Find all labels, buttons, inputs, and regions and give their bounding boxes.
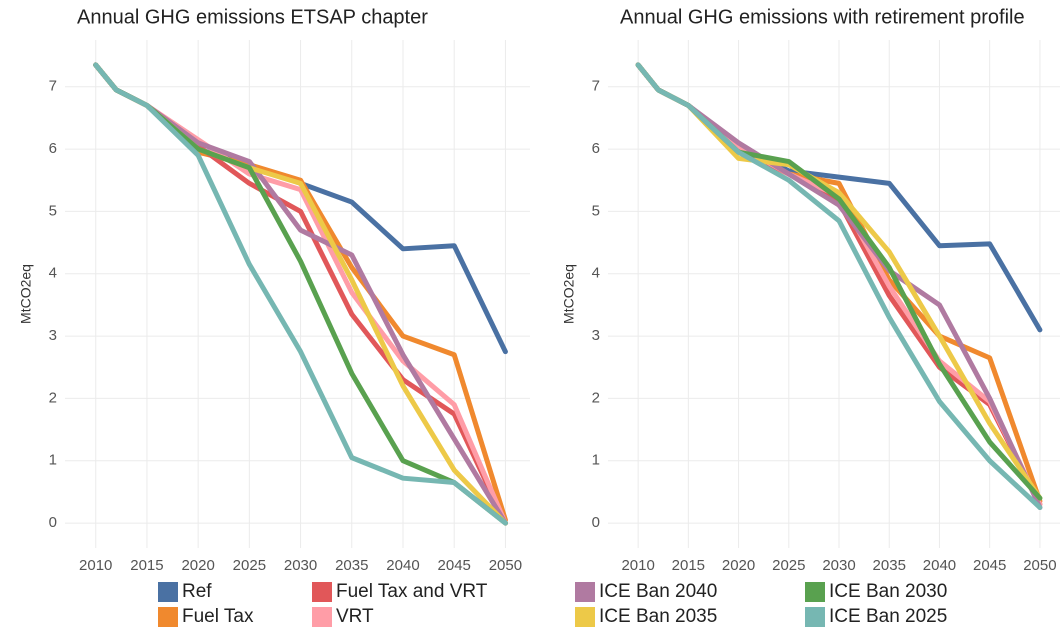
legend-label: ICE Ban 2030 (829, 581, 947, 602)
legend-label: ICE Ban 2035 (599, 606, 717, 627)
y-tick-label: 3 (592, 327, 600, 344)
y-axis-label: MtCO2eq (18, 264, 34, 324)
legend-swatch (158, 582, 178, 602)
y-tick-label: 1 (49, 452, 57, 469)
series-line (635, 62, 1043, 510)
legend-label: Fuel Tax (182, 606, 254, 627)
legend-label: Fuel Tax and VRT (336, 581, 488, 602)
y-tick-label: 0 (592, 514, 600, 531)
legend-swatch (805, 607, 825, 627)
x-tick-label: 2025 (772, 557, 805, 574)
y-tick-label: 6 (49, 140, 57, 157)
series-line (93, 62, 508, 526)
legend-swatch (312, 607, 332, 627)
y-tick-label: 5 (592, 202, 600, 219)
x-tick-label: 2025 (233, 557, 266, 574)
chart-title: Annual GHG emissions ETSAP chapter (77, 6, 428, 28)
y-tick-label: 2 (592, 389, 600, 406)
x-tick-label: 2045 (438, 557, 471, 574)
y-tick-label: 3 (49, 327, 57, 344)
x-tick-label: 2035 (873, 557, 906, 574)
y-tick-label: 2 (49, 389, 57, 406)
x-tick-label: 2040 (386, 557, 419, 574)
legend-label: VRT (336, 606, 374, 627)
legend-swatch (575, 582, 595, 602)
x-tick-label: 2040 (923, 557, 956, 574)
x-tick-label: 2015 (130, 557, 163, 574)
legend-label: ICE Ban 2025 (829, 606, 947, 627)
y-tick-label: 7 (49, 78, 57, 95)
y-tick-label: 6 (592, 140, 600, 157)
y-axis-label: MtCO2eq (561, 264, 577, 324)
y-tick-label: 1 (592, 452, 600, 469)
legend-swatch (805, 582, 825, 602)
legend-swatch (575, 607, 595, 627)
x-tick-label: 2030 (284, 557, 317, 574)
legend-label: Ref (182, 581, 212, 602)
legend-swatch (312, 582, 332, 602)
legend-label: ICE Ban 2040 (599, 581, 717, 602)
x-tick-label: 2010 (79, 557, 112, 574)
y-tick-label: 4 (592, 265, 600, 282)
chart-title: Annual GHG emissions with retirement pro… (620, 6, 1025, 28)
x-tick-label: 2030 (822, 557, 855, 574)
y-tick-label: 7 (592, 78, 600, 95)
legend-swatch (158, 607, 178, 627)
y-tick-label: 5 (49, 202, 57, 219)
y-tick-label: 0 (49, 514, 57, 531)
x-tick-label: 2045 (973, 557, 1006, 574)
x-tick-label: 2050 (1023, 557, 1056, 574)
y-tick-label: 4 (49, 265, 57, 282)
x-tick-label: 2015 (672, 557, 705, 574)
x-tick-label: 2020 (181, 557, 214, 574)
x-tick-label: 2050 (489, 557, 522, 574)
x-tick-label: 2035 (335, 557, 368, 574)
x-tick-label: 2020 (722, 557, 755, 574)
x-tick-label: 2010 (621, 557, 654, 574)
